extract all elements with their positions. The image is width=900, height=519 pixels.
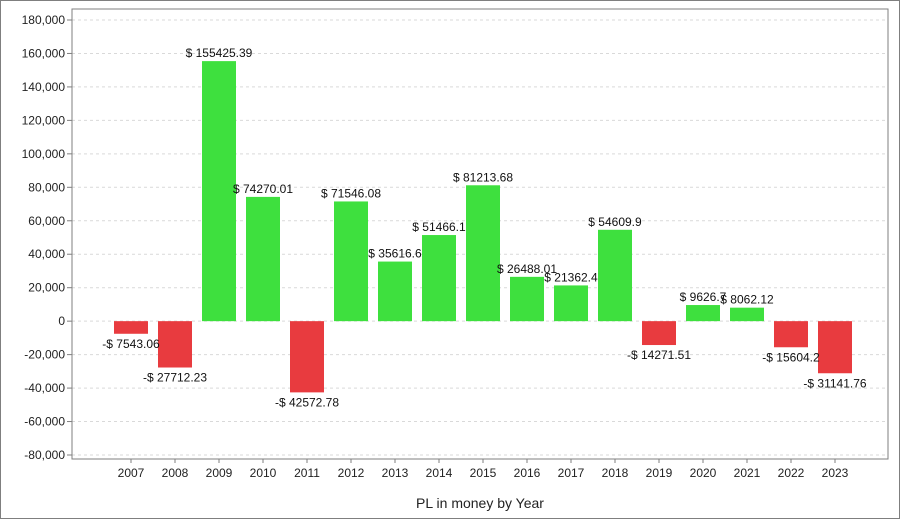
bar-2021 [730,307,764,322]
data-label-2014: $ 51466.1 [412,220,466,234]
bar-2017 [554,285,588,322]
bar-2012 [334,201,368,322]
y-tick-label: 140,000 [22,80,66,94]
x-tick-label-2009: 2009 [206,466,233,480]
y-tick-label: 180,000 [22,13,66,27]
data-label-2023: -$ 31141.76 [803,376,866,390]
y-tick-label: 100,000 [22,147,66,161]
bar-2008 [158,321,192,368]
x-tick-label-2011: 2011 [294,466,320,480]
bar-2022 [774,321,808,348]
data-label-2013: $ 35616.6 [368,247,422,261]
bar-2007 [114,321,148,334]
bar-2015 [466,185,500,322]
bar-2014 [422,235,456,322]
y-tick-label: -60,000 [24,415,65,429]
bar-2009 [202,61,236,322]
bar-2019 [642,321,676,346]
y-axis-ticks: -80,000 -60,000 -40,000 -20,000 0 20,000 40,00… [22,13,72,462]
bar-2011 [290,321,324,393]
x-tick-label-2017: 2017 [558,466,585,480]
x-tick-label-2013: 2013 [382,466,409,480]
bar-2020 [686,305,720,322]
x-axis-ticks: 2007 2008 2009 2010 2011 2012 2013 2014 2015 2016… [118,459,849,480]
x-axis-title: PL in money by Year [416,495,544,511]
y-tick-label: -20,000 [24,348,65,362]
x-tick-label-2023: 2023 [822,466,849,480]
x-tick-label-2010: 2010 [250,466,277,480]
y-tick-label: 120,000 [22,113,66,127]
data-labels: -$ 7543.06 -$ 27712.23 $ 155425.39 $ 74270.… [102,46,867,409]
x-tick-label-2015: 2015 [470,466,497,480]
data-label-2021: $ 8062.12 [720,293,774,307]
data-label-2018: $ 54609.9 [588,215,642,229]
x-tick-label-2008: 2008 [162,466,189,480]
data-label-2011: -$ 42572.78 [275,395,339,409]
data-label-2010: $ 74270.01 [233,182,293,196]
data-label-2022: -$ 15604.2 [762,350,820,364]
bar-2010 [246,196,280,322]
data-label-2020: $ 9626.7 [680,290,727,304]
bar-2013 [378,261,412,322]
x-tick-label-2019: 2019 [646,466,673,480]
x-tick-label-2014: 2014 [426,466,453,480]
bars [114,61,852,393]
y-tick-label: -40,000 [24,381,65,395]
data-label-2017: $ 21362.4 [544,270,598,284]
x-tick-label-2021: 2021 [734,466,761,480]
data-label-2008: -$ 27712.23 [143,371,207,385]
y-tick-label: 0 [58,314,65,328]
data-label-2009: $ 155425.39 [186,46,253,60]
x-tick-label-2022: 2022 [778,466,805,480]
y-tick-label: 40,000 [28,247,65,261]
x-tick-label-2016: 2016 [514,466,541,480]
bar-2023 [818,321,852,374]
x-tick-label-2012: 2012 [338,466,365,480]
data-label-2016: $ 26488.01 [497,262,557,276]
data-label-2015: $ 81213.68 [453,170,513,184]
data-label-2007: -$ 7543.06 [102,337,160,351]
bar-2018 [598,229,632,322]
data-label-2019: -$ 14271.51 [627,348,691,362]
y-tick-label: 160,000 [22,46,66,60]
y-tick-label: -80,000 [24,448,65,462]
x-tick-label-2007: 2007 [118,466,145,480]
data-label-2012: $ 71546.08 [321,186,381,200]
x-tick-label-2020: 2020 [690,466,717,480]
y-tick-label: 20,000 [28,281,65,295]
y-tick-label: 60,000 [28,214,65,228]
bar-2016 [510,276,544,322]
plot-area-border [71,8,889,460]
y-tick-label: 80,000 [28,180,65,194]
x-tick-label-2018: 2018 [602,466,629,480]
